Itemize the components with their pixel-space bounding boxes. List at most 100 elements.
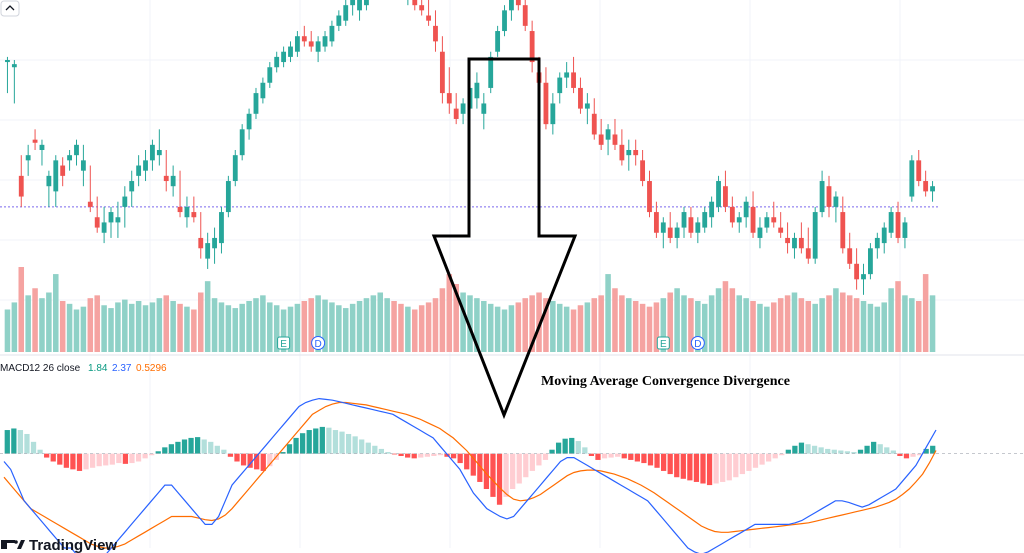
macd-histogram-bar (418, 453, 424, 458)
candle-body (439, 51, 445, 94)
volume-bar (688, 298, 694, 352)
macd-histogram-bar (890, 450, 896, 454)
macd-histogram-bar (916, 453, 923, 456)
candle-body (688, 217, 694, 233)
volume-bar (632, 301, 639, 352)
macd-histogram-bar (103, 453, 109, 466)
candle-body (867, 248, 873, 275)
candle-body (792, 237, 797, 249)
volume-bar (391, 301, 397, 352)
macd-histogram-bar (844, 451, 851, 454)
volume-bar (280, 309, 287, 352)
volume-bar (929, 295, 936, 352)
macd-histogram-bar (772, 453, 778, 459)
macd-histogram-bar (864, 445, 870, 454)
volume-bar (563, 306, 570, 352)
macd-histogram-bar (470, 453, 476, 476)
candle-body (854, 263, 860, 280)
volume-bar (260, 295, 266, 352)
candle-body (874, 237, 880, 249)
volume-bar (874, 306, 881, 352)
volume-bar (853, 298, 860, 352)
volume-bar (191, 309, 197, 352)
volume-bar (232, 308, 239, 352)
volume-bar (59, 301, 66, 352)
volume-bar (501, 309, 508, 352)
macd-histogram-bar (4, 430, 10, 454)
macd-histogram-bar (57, 453, 63, 465)
volume-bar (156, 298, 163, 352)
candle-body (150, 144, 155, 161)
volume-bar (487, 303, 494, 352)
volume-bar (522, 298, 528, 352)
volume-bar (598, 295, 604, 352)
macd-histogram-bar (838, 450, 844, 454)
volume-bar (722, 281, 729, 352)
macd-legend-signal-value: 0.5296 (136, 363, 167, 374)
macd-histogram-bar (569, 437, 575, 454)
macd-histogram-bar (930, 445, 936, 454)
macd-histogram-bar (135, 453, 142, 462)
volume-bar (833, 288, 839, 352)
macd-histogram-bar (168, 444, 174, 454)
macd-histogram-bar (116, 453, 122, 464)
macd-histogram-bar (523, 453, 529, 478)
macd-histogram-bar (313, 428, 319, 454)
candle-body (136, 165, 142, 176)
volume-bar (453, 284, 459, 352)
candle-body (101, 222, 107, 233)
candle-body (67, 155, 73, 161)
volume-bar (791, 292, 798, 352)
macd-legend[interactable]: MACD 12 26 close 1.84 2.37 0.5296 (0, 363, 167, 374)
volume-bar (405, 306, 411, 352)
volume-bar (529, 295, 535, 352)
candle-body (212, 237, 217, 249)
candle-body (5, 60, 10, 63)
tradingview-logo[interactable]: TradingView (1, 537, 117, 553)
macd-histogram-bar (280, 452, 286, 454)
volume-bar (308, 298, 314, 352)
candle-body (812, 212, 818, 259)
macd-histogram-bar (424, 453, 430, 457)
candle-body (626, 150, 632, 156)
macd-histogram-bar (647, 453, 654, 466)
macd-legend-label: MACD (0, 363, 29, 374)
candle-body (647, 181, 652, 213)
macd-histogram-bar (700, 453, 706, 484)
volume-bar (425, 302, 432, 352)
volume-bar (253, 298, 259, 352)
volume-bar (108, 308, 114, 352)
candle-body (481, 103, 487, 114)
candle-body (736, 217, 742, 223)
candle-body (205, 243, 211, 259)
candle-body (509, 0, 514, 11)
volume-bar (743, 298, 749, 352)
macd-histogram-bar (319, 426, 325, 454)
macd-line (3, 397, 937, 553)
candle-body (598, 134, 604, 145)
macd-histogram-bar (871, 441, 877, 454)
candle-body (87, 201, 93, 207)
candle-body (281, 51, 287, 63)
volume-bar (25, 295, 31, 352)
macd-histogram-bar (214, 445, 220, 454)
volume-bar (812, 303, 818, 352)
candle-body (840, 212, 846, 249)
candle-body (888, 212, 894, 233)
volume-bar (626, 298, 632, 352)
macd-histogram-bar (825, 448, 831, 454)
volume-bar (619, 295, 625, 352)
volume-bar (467, 295, 473, 352)
macd-histogram-bar (595, 453, 601, 460)
macd-histogram-bar (706, 453, 713, 486)
volume-bar (177, 303, 183, 352)
volume-bar (32, 288, 38, 352)
candle-body (571, 72, 576, 88)
candle-body (225, 181, 231, 213)
volume-bar (432, 298, 439, 352)
macd-histogram-bar (490, 453, 496, 497)
volume-bar (398, 303, 404, 352)
candle-body (191, 212, 197, 218)
dividend-marker-icon (690, 336, 705, 350)
collapse-button[interactable] (0, 0, 20, 17)
